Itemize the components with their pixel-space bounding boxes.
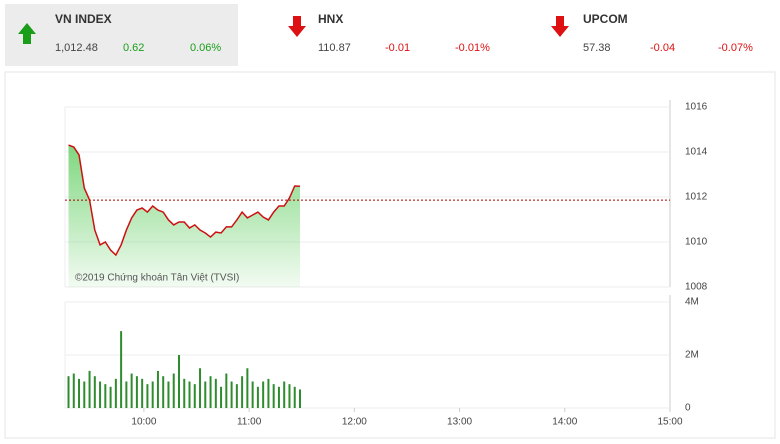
area [68, 145, 300, 287]
index-name: HNX [318, 12, 343, 26]
volume-bar [99, 381, 102, 408]
volume-bar [272, 384, 275, 408]
volume-bar [267, 378, 270, 408]
volume-bar [120, 331, 123, 408]
volume-bar [183, 378, 186, 408]
volume-bar [256, 386, 259, 408]
index-change: -0.04 [650, 42, 675, 54]
volume-bar [246, 368, 249, 408]
volume-bar [141, 378, 144, 408]
volume-bar [251, 381, 254, 408]
copyright: ©2019 Chứng khoán Tân Việt (TVSI) [75, 273, 239, 284]
price-line [68, 144, 301, 257]
volume-bar [241, 376, 244, 408]
active-tile [5, 4, 238, 66]
volume-bar [199, 368, 202, 408]
volume-bar [283, 381, 286, 408]
volume-bar [293, 386, 296, 408]
volume-bar [167, 381, 170, 408]
y-tick-label: 1010 [685, 237, 708, 248]
volume-bar [78, 378, 81, 408]
y-tick-label: 4M [685, 297, 699, 308]
volume-bar [151, 381, 154, 408]
index-name: UPCOM [583, 12, 628, 26]
index-percent: 0.06% [190, 42, 221, 54]
volume-bar [67, 376, 70, 408]
x-tick-label: 12:00 [342, 417, 367, 428]
y-tick-label: 1008 [685, 282, 708, 293]
volume-bar [225, 373, 228, 408]
volume-bar [235, 384, 238, 408]
index-name: VN INDEX [55, 12, 112, 26]
index-value: 110.87 [318, 42, 351, 54]
x-tick-label: 13:00 [447, 417, 472, 428]
x-tick-label: 10:00 [131, 417, 156, 428]
volume-bar [72, 373, 75, 408]
y-tick-label: 0 [685, 403, 691, 414]
volume-bar [177, 355, 180, 408]
direction-arrow [288, 16, 306, 37]
volume-bar [125, 381, 128, 408]
volume-bar [277, 386, 280, 408]
volume-bar [130, 373, 133, 408]
y-tick-label: 1016 [685, 102, 708, 113]
volume-bar [288, 384, 291, 408]
index-percent: -0.01% [455, 42, 490, 54]
y-tick-label: 2M [685, 350, 699, 361]
volume-bar [104, 384, 107, 408]
x-tick-label: 11:00 [237, 417, 262, 428]
chart-panel [4, 71, 776, 439]
index-percent: -0.07% [718, 42, 753, 54]
x-tick-label: 14:00 [552, 417, 577, 428]
volume-bar [214, 378, 217, 408]
index-change: 0.62 [123, 42, 144, 54]
volume-bar [114, 378, 117, 408]
x-tick-label: 15:00 [657, 417, 682, 428]
volume-bar [204, 381, 207, 408]
y-tick-label: 1012 [685, 192, 708, 203]
volume-bar [146, 384, 149, 408]
volume-bar [193, 384, 196, 408]
volume-bar [298, 389, 301, 408]
volume-bar [172, 373, 175, 408]
volume-bar [83, 381, 86, 408]
volume-bar [220, 386, 223, 408]
volume-bar [88, 370, 91, 408]
index-change: -0.01 [385, 42, 410, 54]
volume-bar [209, 376, 212, 408]
volume-bar [188, 381, 191, 408]
index-value: 57.38 [583, 42, 611, 54]
volume-bar [135, 376, 138, 408]
y-tick-label: 1014 [685, 147, 708, 158]
volume-bar [109, 386, 112, 408]
volume-bar [262, 381, 265, 408]
index-value: 1,012.48 [55, 42, 98, 54]
volume-bar [156, 370, 159, 408]
volume-bar [230, 381, 233, 408]
direction-arrow [551, 16, 569, 37]
direction-arrow [18, 23, 36, 44]
volume-bar [93, 376, 96, 408]
volume-bar [162, 376, 165, 408]
